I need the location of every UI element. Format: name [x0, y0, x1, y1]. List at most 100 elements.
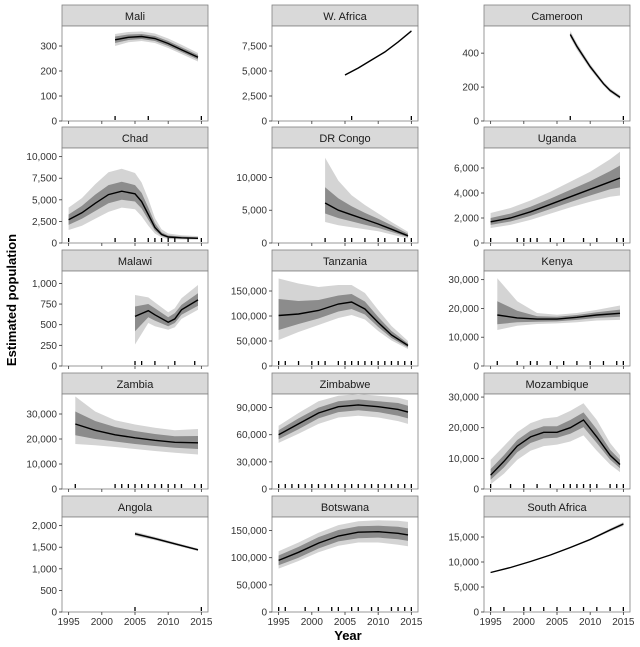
estimate-line	[68, 190, 199, 239]
y-tick-label: 10,000	[26, 460, 57, 471]
ci-outer-band	[570, 30, 620, 100]
y-tick-label: 20,000	[448, 423, 479, 434]
panel-mozambique: Mozambique 0 10,000 20,000 30,000	[448, 372, 631, 496]
estimate-line	[278, 301, 409, 347]
y-tick-label: 0	[261, 117, 267, 128]
x-tick-label: 2000	[91, 617, 114, 628]
facet-title: Uganda	[538, 133, 577, 145]
y-tick-label: 2,000	[32, 521, 57, 532]
y-tick-label: 4,000	[454, 189, 479, 200]
panel-uganda: Uganda 0 2,000 4,000 6,000	[454, 126, 631, 250]
y-tick-label: 10,000	[236, 173, 267, 184]
y-tick-label: 20,000	[448, 304, 479, 315]
y-tick-label: 30,000	[448, 393, 479, 404]
y-tick-label: 5,000	[242, 67, 267, 78]
panel-zimbabwe: Zimbabwe 0 30,000 60,000 90,000	[236, 372, 419, 496]
estimate-line	[490, 523, 624, 574]
x-tick-label: 2005	[546, 617, 569, 628]
estimate-line	[497, 312, 621, 320]
facet-title: DR Congo	[319, 133, 370, 145]
facet-title: South Africa	[527, 502, 587, 514]
x-tick-label: 2010	[157, 617, 180, 628]
y-tick-label: 1,500	[32, 543, 57, 554]
ci-inner-band	[325, 187, 408, 238]
estimate-line	[490, 177, 621, 223]
y-tick-label: 0	[261, 239, 267, 250]
y-tick-label: 5,000	[32, 195, 57, 206]
estimate-line	[278, 404, 409, 436]
facet-title: Botswana	[321, 502, 370, 514]
ci-inner-band	[135, 293, 198, 332]
facet-title: Mozambique	[526, 379, 589, 391]
y-tick-label: 5,000	[454, 583, 479, 594]
y-tick-label: 0	[51, 485, 57, 496]
facet-title: Chad	[122, 133, 148, 145]
y-tick-label: 150,000	[231, 526, 268, 537]
y-tick-label: 0	[51, 239, 57, 250]
y-tick-label: 0	[51, 608, 57, 619]
ci-outer-band	[68, 168, 198, 240]
estimate-line	[569, 34, 621, 98]
facet-title: Malawi	[118, 256, 152, 268]
panel-south-africa: South Africa 0 5,000 10,000 15,000 1995 2000 20…	[448, 495, 635, 628]
y-tick-label: 10,000	[448, 558, 479, 569]
panel-dr-congo: DR Congo 0 5,000 10,000	[236, 126, 419, 250]
facet-title: Cameroon	[531, 11, 582, 23]
panel-w-africa: W. Africa 0 2,500 5,000 7,500	[242, 4, 419, 128]
facet-title: Kenya	[541, 256, 573, 268]
x-tick-label: 2015	[190, 617, 213, 628]
y-tick-label: 0	[473, 608, 479, 619]
panel-tanzania: Tanzania 0 50,000 100,000 150,000	[231, 249, 419, 373]
ci-inner-band	[278, 399, 408, 440]
x-tick-label: 2010	[579, 617, 602, 628]
plot-area	[61, 516, 209, 613]
y-tick-label: 200	[462, 83, 479, 94]
y-tick-label: 2,500	[242, 92, 267, 103]
y-tick-label: 10,000	[448, 454, 479, 465]
panel-malawi: Malawi 0 250 500 750 1,000	[32, 249, 209, 373]
y-tick-label: 6,000	[454, 164, 479, 175]
y-tick-label: 30,000	[236, 457, 267, 468]
y-tick-label: 1,000	[32, 564, 57, 575]
estimate-line	[134, 533, 199, 551]
panel-kenya: Kenya 0 10,000 20,000 30,000	[448, 249, 631, 373]
y-tick-label: 0	[51, 117, 57, 128]
x-tick-label: 2000	[513, 617, 536, 628]
facet-title: Tanzania	[323, 256, 368, 268]
y-tick-label: 20,000	[26, 435, 57, 446]
estimate-line	[134, 299, 199, 323]
plot-area	[271, 25, 419, 122]
ci-inner-band	[490, 165, 620, 225]
panel-botswana: Botswana 0 50,000 100,000 150,000 1995 2000 200…	[231, 495, 423, 628]
x-tick-label: 1995	[58, 617, 81, 628]
x-tick-label: 2015	[612, 617, 635, 628]
y-tick-label: 7,500	[242, 42, 267, 53]
plot-area	[483, 25, 631, 122]
y-tick-label: 15,000	[448, 533, 479, 544]
y-tick-label: 0	[261, 362, 267, 373]
plot-area	[61, 25, 209, 122]
facet-title: Angola	[118, 502, 153, 514]
y-tick-label: 7,500	[32, 174, 57, 185]
panel-cameroon: Cameroon 0 200 400	[462, 4, 631, 128]
y-tick-label: 0	[261, 485, 267, 496]
panel-zambia: Zambia 0 10,000 20,000 30,000	[26, 372, 209, 496]
ci-inner-band	[278, 525, 408, 566]
y-tick-label: 0	[473, 485, 479, 496]
ci-inner-band	[490, 412, 620, 480]
ci-outer-band	[490, 151, 620, 228]
y-tick-label: 50,000	[236, 337, 267, 348]
y-tick-label: 100	[40, 92, 57, 103]
y-axis-title: Estimated population	[4, 234, 19, 366]
panel-mali: Mali 0 100 200 300	[40, 4, 209, 128]
x-axis-title: Year	[334, 628, 361, 643]
y-tick-label: 0	[473, 239, 479, 250]
y-tick-label: 30,000	[26, 410, 57, 421]
ci-inner-band	[278, 294, 408, 348]
y-tick-label: 2,000	[454, 214, 479, 225]
y-tick-label: 0	[473, 362, 479, 373]
ci-outer-band	[135, 285, 198, 345]
x-tick-label: 2010	[367, 617, 390, 628]
ci-inner-band	[75, 411, 198, 449]
